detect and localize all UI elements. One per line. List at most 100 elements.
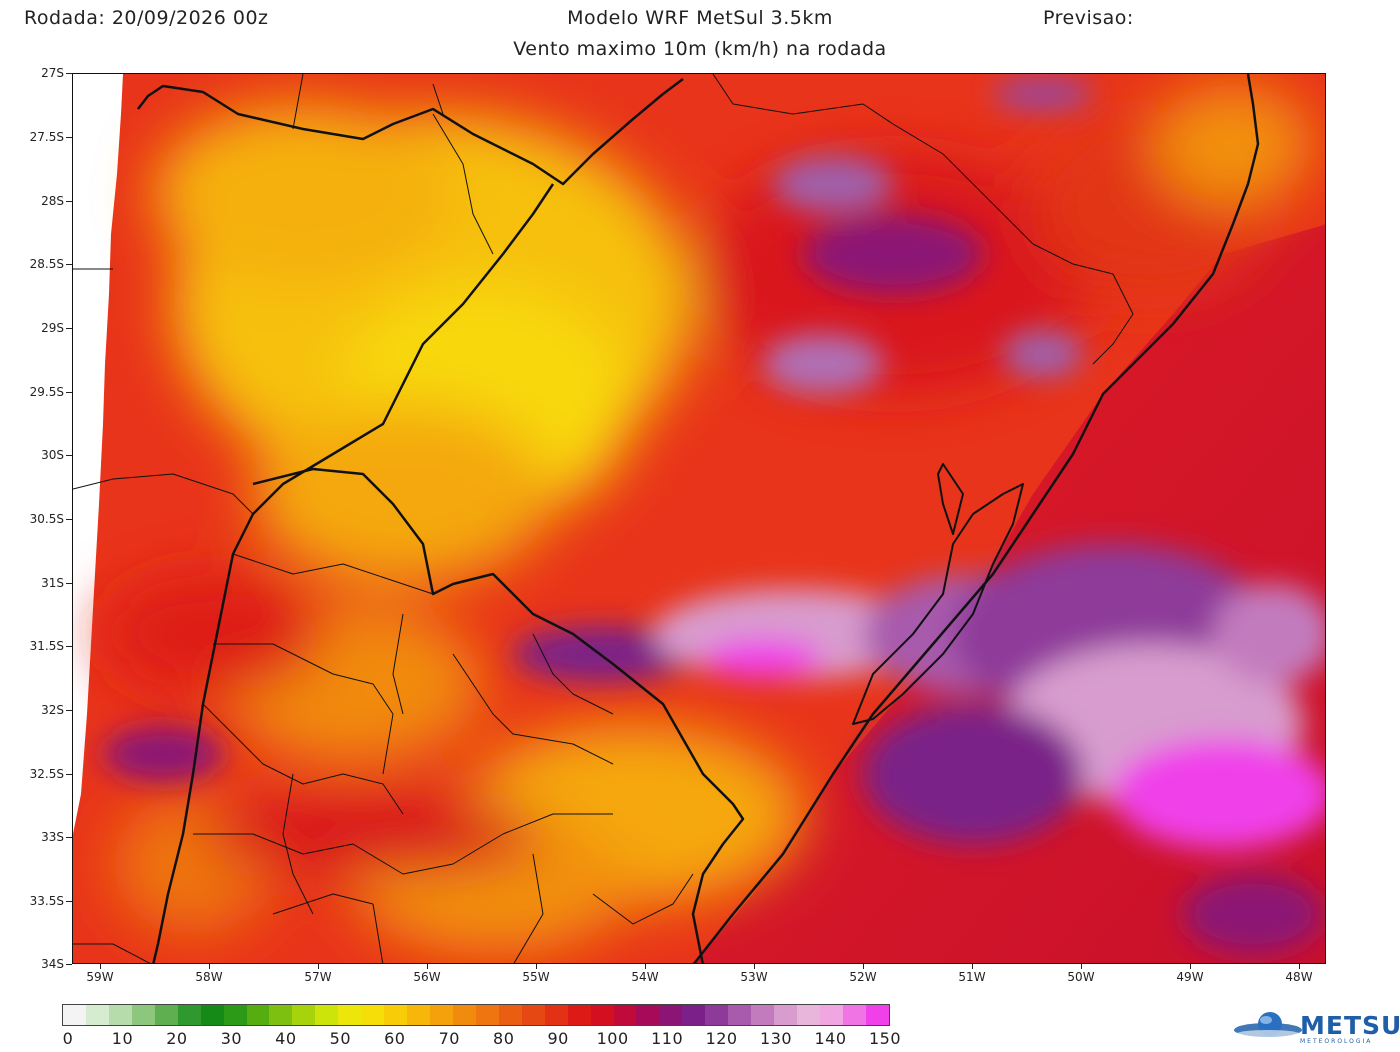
color-swatch: [361, 1005, 385, 1025]
lat-label: 28.5S: [20, 257, 72, 271]
wind-map: [72, 73, 1326, 964]
color-swatch: [177, 1005, 201, 1025]
color-swatch: [682, 1005, 706, 1025]
dept-line: [202, 703, 404, 815]
color-legend-label: 120: [705, 1029, 738, 1048]
dept-line: [513, 853, 544, 963]
lon-label: 51W: [952, 964, 992, 984]
color-legend-label: 100: [596, 1029, 629, 1048]
color-swatch: [384, 1005, 408, 1025]
wind-zone: [703, 639, 823, 679]
dept-line: [532, 633, 614, 715]
color-legend-label: 80: [493, 1029, 515, 1048]
lat-label: 27S: [20, 66, 72, 80]
state-line: [712, 74, 1114, 275]
wind-zone: [253, 404, 553, 584]
wind-zone: [103, 726, 223, 782]
map-subtitle: Vento maximo 10m (km/h) na rodada: [513, 38, 887, 60]
state-line: [432, 83, 444, 115]
color-legend-label: 50: [329, 1029, 351, 1048]
wind-zone: [863, 704, 1083, 844]
color-swatch: [544, 1005, 568, 1025]
color-swatch: [108, 1005, 132, 1025]
wind-zone: [1003, 330, 1083, 378]
wind-zone: [1183, 874, 1323, 954]
wind-zone: [1153, 84, 1313, 204]
coastline: [692, 74, 1260, 963]
lat-label: 28S: [20, 194, 72, 208]
lon-label: 53W: [734, 964, 774, 984]
wind-zone: [153, 104, 453, 284]
color-legend-label: 90: [547, 1029, 569, 1048]
wind-zone: [803, 214, 983, 294]
color-swatch: [498, 1005, 522, 1025]
state-line: [1092, 273, 1134, 365]
wind-zone: [763, 334, 883, 394]
color-swatch: [567, 1005, 591, 1025]
color-legend: [62, 1004, 890, 1026]
dept-line: [272, 893, 374, 915]
color-swatch: [200, 1005, 224, 1025]
color-legend-label: 10: [111, 1029, 134, 1048]
color-swatch: [705, 1005, 729, 1025]
lon-label: 58W: [189, 964, 229, 984]
color-swatch: [774, 1005, 797, 1025]
metsul-logo-icon: [1234, 1012, 1302, 1038]
wind-zone: [773, 156, 893, 212]
lon-label: 49W: [1170, 964, 1210, 984]
color-legend-label: 40: [275, 1029, 297, 1048]
state-line: [292, 74, 304, 130]
lat-label: 30.5S: [20, 512, 72, 526]
color-legend-label: 150: [868, 1029, 902, 1048]
lon-label: 50W: [1061, 964, 1101, 984]
color-swatch: [269, 1005, 293, 1025]
color-legend-label: 70: [438, 1029, 460, 1048]
dept-line: [282, 773, 314, 915]
state-line: [432, 113, 494, 255]
color-swatch: [292, 1005, 316, 1025]
lon-label: 56W: [407, 964, 447, 984]
dept-line: [392, 613, 404, 715]
lagoon-outline: [852, 483, 1024, 725]
wind-field-svg: [73, 74, 1325, 963]
color-legend-label: 30: [220, 1029, 243, 1048]
color-swatch: [797, 1005, 820, 1025]
color-swatch: [338, 1005, 362, 1025]
color-swatch: [85, 1005, 109, 1025]
dept-line: [232, 553, 434, 595]
lat-label: 32.5S: [20, 767, 72, 781]
wind-zone: [993, 78, 1093, 110]
state-line: [73, 473, 254, 515]
color-swatch: [659, 1005, 683, 1025]
color-swatch: [590, 1005, 614, 1025]
dept-line: [502, 813, 613, 835]
color-swatch: [430, 1005, 453, 1025]
color-swatch: [521, 1005, 545, 1025]
lon-label: 57W: [298, 964, 338, 984]
color-swatch: [751, 1005, 775, 1025]
forecast-label: Previsao:: [1043, 7, 1134, 29]
wind-zone: [103, 574, 323, 694]
color-swatch: [475, 1005, 499, 1025]
color-swatch: [842, 1005, 866, 1025]
run-label: Rodada: 20/09/2026 00z: [24, 7, 269, 29]
color-swatch: [865, 1005, 889, 1025]
logo-subtext: METEOROLOGIA: [1300, 1038, 1373, 1045]
color-swatch: [315, 1005, 339, 1025]
color-swatch: [246, 1005, 270, 1025]
color-legend-label: 140: [814, 1029, 847, 1048]
wind-zone: [513, 626, 693, 682]
lat-label: 30S: [20, 448, 72, 462]
color-swatch: [131, 1005, 155, 1025]
lat-label: 33.5S: [20, 894, 72, 908]
lat-label: 29S: [20, 321, 72, 335]
lon-label: 52W: [843, 964, 883, 984]
color-swatch: [63, 1005, 86, 1025]
lon-label: 48W: [1279, 964, 1319, 984]
dept-line: [193, 833, 504, 875]
border-line: [137, 78, 684, 186]
lon-label: 59W: [80, 964, 120, 984]
lat-label: 27.5S: [20, 130, 72, 144]
color-legend-label: 20: [166, 1029, 188, 1048]
color-swatch: [636, 1005, 660, 1025]
